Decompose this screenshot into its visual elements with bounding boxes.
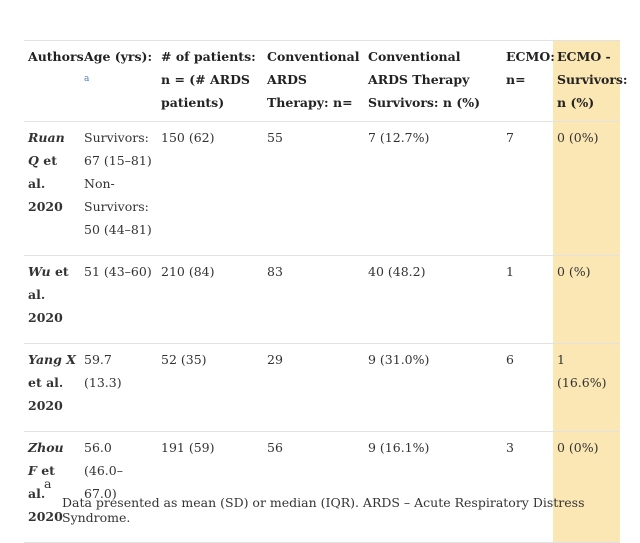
cell-conventional: 56	[267, 440, 283, 455]
cell-conventional-survivors: 9 (31.0%)	[368, 352, 430, 367]
cell-ecmo-survivors: 1 (16.6%)	[553, 343, 620, 432]
cell-conventional: 29	[267, 352, 283, 367]
footnote-label: a	[44, 476, 52, 491]
cell-patients: 150 (62)	[161, 130, 215, 145]
age-line: 51 (43–60)	[84, 264, 152, 279]
cell-ecmo: 3	[506, 440, 514, 455]
cell-authors: Yang X et al. 2020	[24, 344, 80, 432]
header-age-label: Age (yrs):	[84, 49, 153, 64]
table-body: Ruan Q et al. 2020 Survivors: 67 (15–81) No…	[24, 121, 620, 543]
header-age: Age (yrs): a	[80, 41, 157, 122]
cell-ecmo: 6	[506, 352, 514, 367]
cell-conventional-survivors: 40 (48.2)	[368, 264, 426, 279]
age-line: 67.0)	[84, 486, 117, 501]
cell-authors: Wu et al. 2020	[24, 256, 80, 344]
age-line: Survivors:	[84, 199, 149, 214]
cell-authors: Zhou F et al. 2020	[24, 432, 80, 543]
cell-patients: 52 (35)	[161, 352, 207, 367]
cell-authors: Ruan Q et al. 2020	[24, 122, 80, 256]
cell-age: Survivors: 67 (15–81) Non- Survivors: 50 (44…	[80, 122, 157, 256]
cell-ecmo: 1	[506, 264, 514, 279]
table-header-row: Authors Age (yrs): a # of patients: n = …	[24, 40, 628, 122]
author-name: Ruan Q	[28, 130, 65, 168]
header-patients: # of patients: n = (# ARDS patients)	[161, 49, 256, 110]
cell-conventional: 55	[267, 130, 283, 145]
data-table-container: Authors Age (yrs): a # of patients: n = …	[24, 40, 628, 543]
header-authors: Authors	[28, 49, 84, 64]
ecmo-outcomes-table: Authors Age (yrs): a # of patients: n = …	[24, 40, 628, 543]
age-line: Non-	[84, 176, 115, 191]
author-name: Yang X	[28, 352, 76, 367]
author-citation: et al. 2020	[28, 153, 63, 214]
cell-age: 51 (43–60)	[80, 256, 157, 344]
cell-ecmo-survivors: 0 (%)	[553, 255, 620, 344]
cell-conventional-survivors: 9 (16.1%)	[368, 440, 430, 455]
cell-conventional-survivors: 7 (12.7%)	[368, 130, 430, 145]
author-name: Zhou F	[28, 440, 64, 478]
cell-age: 59.7 (13.3)	[80, 344, 157, 432]
cell-patients: 210 (84)	[161, 264, 215, 279]
age-line: 67 (15–81)	[84, 153, 152, 168]
cell-patients: 191 (59)	[161, 440, 215, 455]
cell-conventional: 83	[267, 264, 283, 279]
age-line: Survivors:	[84, 130, 149, 145]
footnote-text: Data presented as mean (SD) or median (I…	[62, 495, 585, 525]
age-line: 50 (44–81)	[84, 222, 152, 237]
author-citation: et al. 2020	[28, 264, 69, 325]
header-ecmo: ECMO: n=	[506, 49, 555, 87]
table-row: Zhou F et al. 2020 56.0 (46.0– 67.0) 191 (5…	[24, 431, 620, 543]
author-citation: et al. 2020	[28, 375, 64, 413]
cell-age: 56.0 (46.0– 67.0)	[80, 432, 157, 543]
table-row: Yang X et al. 2020 59.7 (13.3) 52 (35) 29 9 …	[24, 343, 620, 432]
header-conventional: Conventional ARDS Therapy: n=	[267, 49, 360, 110]
header-conventional-survivors: Conventional ARDS Therapy Survivors: n (…	[368, 49, 481, 110]
cell-ecmo: 7	[506, 130, 514, 145]
table-row: Ruan Q et al. 2020 Survivors: 67 (15–81) No…	[24, 121, 620, 256]
age-line: 59.7 (13.3)	[84, 352, 122, 390]
cell-ecmo-survivors: 0 (0%)	[553, 121, 620, 256]
cell-ecmo-survivors: 0 (0%)	[553, 431, 620, 543]
table-row: Wu et al. 2020 51 (43–60) 210 (84) 83 40 (48…	[24, 255, 620, 344]
age-line: 56.0 (46.0–	[84, 440, 123, 478]
footnote-link-a[interactable]: a	[84, 74, 90, 84]
header-ecmo-survivors: ECMO - Survivors: n (%)	[553, 40, 628, 122]
author-name: Wu	[28, 264, 51, 279]
